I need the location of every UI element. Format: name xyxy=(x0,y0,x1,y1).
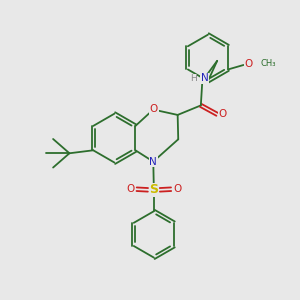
Text: S: S xyxy=(149,183,158,196)
Text: N: N xyxy=(201,73,208,83)
Text: O: O xyxy=(127,184,135,194)
Text: H: H xyxy=(190,74,197,83)
Text: O: O xyxy=(150,104,158,114)
Text: O: O xyxy=(218,109,227,119)
Text: O: O xyxy=(173,184,181,194)
Text: CH₃: CH₃ xyxy=(261,59,276,68)
Text: N: N xyxy=(149,157,157,166)
Text: O: O xyxy=(245,58,253,68)
